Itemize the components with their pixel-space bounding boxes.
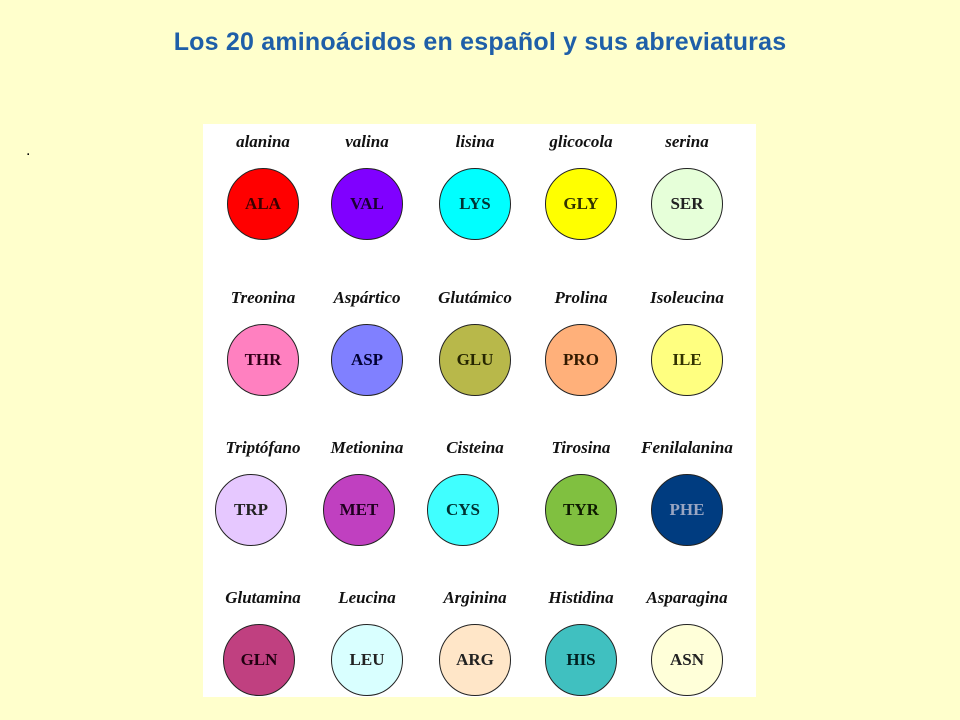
amino-acid-circle: GLN	[223, 624, 295, 696]
amino-acid-abbreviation: CYS	[445, 500, 480, 519]
amino-acid-abbreviation: SER	[670, 194, 704, 213]
amino-acid-name: valina	[345, 132, 389, 151]
amino-acid-abbreviation: ALA	[245, 194, 281, 213]
amino-acid-name: Tirosina	[551, 438, 611, 457]
amino-acid-circle: HIS	[545, 624, 617, 696]
amino-acid-abbreviation: THR	[244, 350, 282, 369]
amino-acid-abbreviation: GLN	[240, 650, 278, 669]
amino-acid-abbreviation: PRO	[563, 350, 599, 369]
amino-acid-abbreviation: VAL	[350, 194, 384, 213]
amino-acid-name: Leucina	[338, 588, 396, 607]
amino-acid-circle: PRO	[545, 324, 617, 396]
amino-acid-item: Triptófano TRP	[203, 430, 323, 560]
amino-acid-circle: MET	[323, 474, 395, 546]
amino-acid-grid: alanina ALA valina VAL lisina LYS glicocola GLY…	[203, 124, 756, 697]
amino-acid-name: Aspártico	[333, 288, 401, 307]
amino-acid-abbreviation: ASN	[669, 650, 704, 669]
amino-acid-item: serina SER	[627, 124, 747, 254]
amino-acid-name: Cisteina	[446, 438, 504, 457]
amino-acid-circle: GLU	[439, 324, 511, 396]
amino-acid-name: Isoleucina	[650, 288, 724, 307]
amino-acid-name: Prolina	[554, 288, 608, 307]
amino-acid-abbreviation: TRP	[234, 500, 268, 519]
amino-acid-abbreviation: ASP	[350, 350, 384, 369]
amino-acid-abbreviation: ARG	[456, 650, 494, 669]
amino-acid-circle: CYS	[427, 474, 499, 546]
amino-acid-abbreviation: TYR	[563, 500, 599, 519]
amino-acid-abbreviation: GLY	[563, 194, 599, 213]
amino-acid-name: Arginina	[443, 588, 507, 607]
amino-acid-item: Aspártico ASP	[307, 280, 427, 410]
amino-acid-name: glicocola	[549, 132, 613, 151]
amino-acid-circle: GLY	[545, 168, 617, 240]
amino-acid-item: Cisteina CYS	[415, 430, 535, 560]
amino-acid-name: Glutamina	[225, 588, 301, 607]
bullet-mark: .	[26, 142, 31, 159]
amino-acid-circle: PHE	[651, 474, 723, 546]
amino-acid-item: Histidina HIS	[521, 580, 641, 710]
amino-acid-abbreviation: LYS	[459, 194, 491, 213]
amino-acid-abbreviation: GLU	[456, 350, 494, 369]
amino-acid-name: Histidina	[548, 588, 614, 607]
amino-acid-name: Metionina	[330, 438, 404, 457]
amino-acid-circle: ARG	[439, 624, 511, 696]
amino-acid-name: Fenilalanina	[641, 438, 733, 457]
amino-acid-item: glicocola GLY	[521, 124, 641, 254]
amino-acid-abbreviation: LEU	[349, 650, 385, 669]
amino-acid-item: alanina ALA	[203, 124, 323, 254]
amino-acid-name: Treonina	[230, 288, 296, 307]
amino-acid-circle: VAL	[331, 168, 403, 240]
amino-acid-circle: LYS	[439, 168, 511, 240]
amino-acid-circle: SER	[651, 168, 723, 240]
amino-acid-abbreviation: MET	[339, 500, 379, 519]
amino-acid-item: Isoleucina ILE	[627, 280, 747, 410]
amino-acid-item: lisina LYS	[415, 124, 535, 254]
amino-acid-item: Tirosina TYR	[521, 430, 641, 560]
amino-acid-name: serina	[665, 132, 709, 151]
amino-acid-abbreviation: PHE	[669, 500, 705, 519]
amino-acid-circle: ASP	[331, 324, 403, 396]
amino-acid-name: lisina	[455, 132, 495, 151]
amino-acid-item: Fenilalanina PHE	[627, 430, 747, 560]
page-title: Los 20 aminoácidos en español y sus abre…	[173, 28, 787, 56]
amino-acid-circle: TYR	[545, 474, 617, 546]
amino-acid-item: valina VAL	[307, 124, 427, 254]
amino-acid-abbreviation: ILE	[672, 350, 702, 369]
amino-acid-name: Asparagina	[646, 588, 728, 607]
amino-acid-abbreviation: HIS	[566, 650, 596, 669]
amino-acid-item: Glutamina GLN	[203, 580, 323, 710]
amino-acid-item: Prolina PRO	[521, 280, 641, 410]
amino-acid-item: Arginina ARG	[415, 580, 535, 710]
amino-acid-circle: ASN	[651, 624, 723, 696]
amino-acid-circle: LEU	[331, 624, 403, 696]
amino-acid-circle: THR	[227, 324, 299, 396]
amino-acid-circle: ILE	[651, 324, 723, 396]
amino-acid-name: alanina	[236, 132, 290, 151]
amino-acid-item: Glutámico GLU	[415, 280, 535, 410]
amino-acid-item: Leucina LEU	[307, 580, 427, 710]
amino-acid-name: Glutámico	[438, 288, 512, 307]
amino-acid-circle: ALA	[227, 168, 299, 240]
amino-acid-item: Metionina MET	[307, 430, 427, 560]
amino-acid-circle: TRP	[215, 474, 287, 546]
amino-acid-item: Asparagina ASN	[627, 580, 747, 710]
amino-acid-name: Triptófano	[225, 438, 301, 457]
amino-acid-item: Treonina THR	[203, 280, 323, 410]
